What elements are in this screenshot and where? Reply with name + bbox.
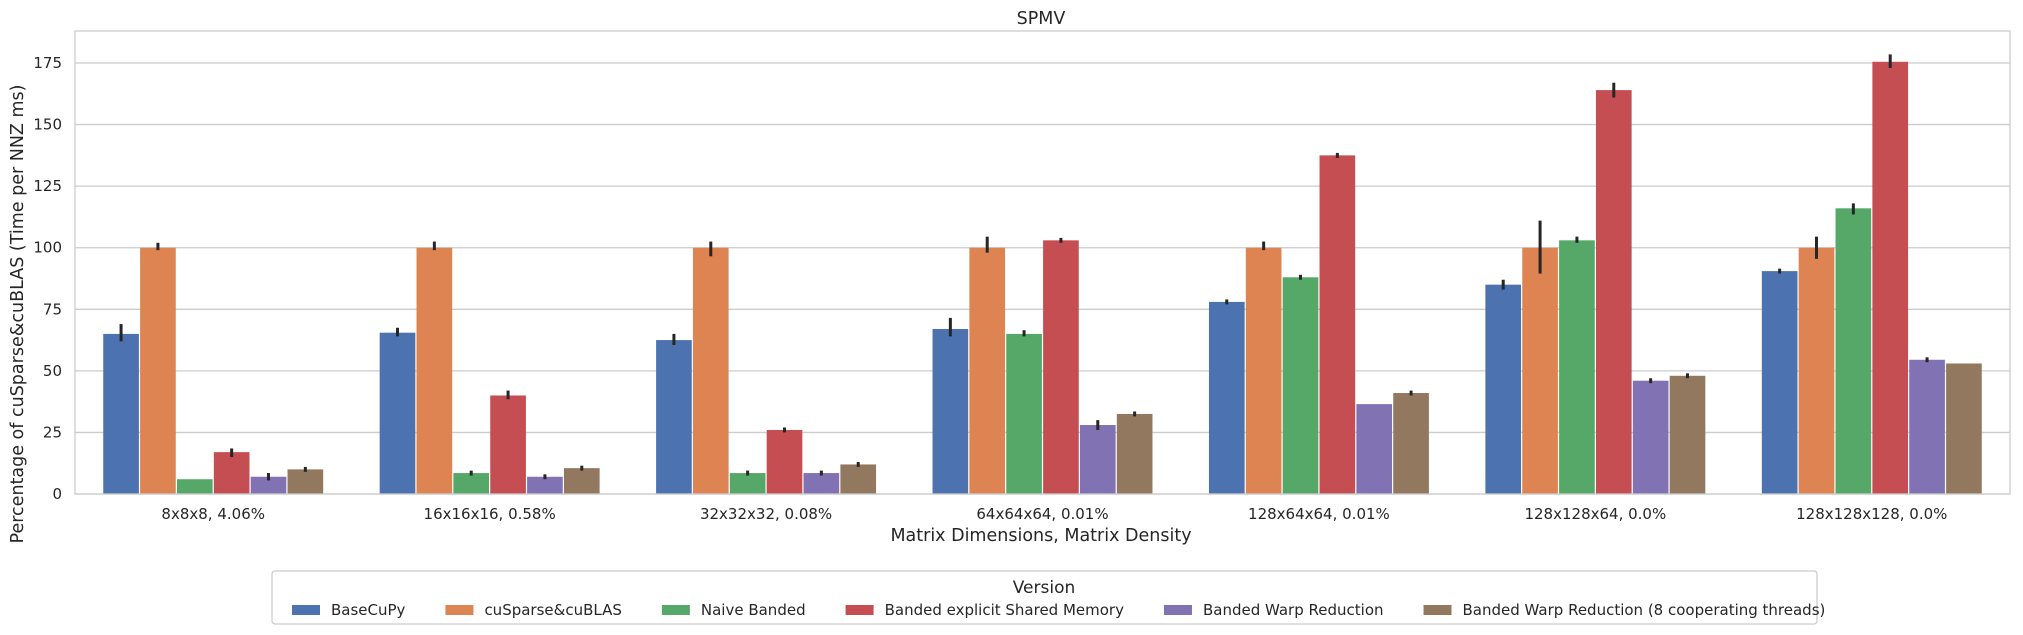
bar bbox=[563, 468, 600, 494]
legend: Version BaseCuPy cuSparse&cuBLAS Naive Ban… bbox=[271, 570, 1825, 625]
bar bbox=[250, 476, 287, 494]
bar bbox=[527, 476, 563, 494]
bar bbox=[103, 333, 139, 494]
bar bbox=[1043, 240, 1079, 494]
bar bbox=[969, 247, 1006, 494]
bar bbox=[1116, 413, 1153, 494]
bar bbox=[1522, 247, 1558, 494]
bar bbox=[1006, 333, 1042, 494]
bar bbox=[729, 473, 766, 494]
bar bbox=[1282, 277, 1319, 494]
y-tick-label: 175 bbox=[33, 54, 62, 72]
x-tick-label: 64x64x64, 0.01% bbox=[976, 505, 1108, 523]
bar bbox=[1872, 61, 1909, 494]
x-tick-label: 32x32x32, 0.08% bbox=[700, 505, 832, 523]
legend-title: Version bbox=[1013, 578, 1076, 598]
bar bbox=[840, 464, 877, 494]
bar bbox=[1245, 247, 1282, 494]
plot-frame bbox=[74, 30, 2011, 495]
bar bbox=[176, 479, 213, 494]
bar bbox=[656, 340, 692, 494]
legend-label: Banded explicit Shared Memory bbox=[885, 601, 1124, 619]
bar bbox=[1909, 359, 1945, 494]
legend-label: Banded Warp Reduction bbox=[1203, 601, 1384, 619]
bar bbox=[1079, 425, 1116, 494]
bar bbox=[1669, 375, 1706, 494]
x-tick-label: 128x128x64, 0.0% bbox=[1524, 505, 1666, 523]
x-tick-label: 16x16x16, 0.58% bbox=[424, 505, 556, 523]
y-tick-label: 125 bbox=[33, 177, 62, 195]
error-bars bbox=[119, 54, 1929, 481]
bar bbox=[1485, 284, 1522, 494]
bar bbox=[1946, 363, 1982, 494]
y-tick-label: 50 bbox=[43, 362, 62, 380]
y-gridlines bbox=[75, 62, 2010, 495]
bar bbox=[416, 247, 453, 494]
bar bbox=[453, 473, 490, 494]
legend-label: Banded Warp Reduction (8 cooperating thr… bbox=[1463, 601, 1826, 619]
y-tick-label: 25 bbox=[43, 423, 62, 441]
bar bbox=[1208, 301, 1245, 494]
y-tick-label: 75 bbox=[43, 300, 62, 318]
x-tick-labels: 8x8x8, 4.06% 16x16x16, 0.58% 32x32x32, 0.0… bbox=[161, 505, 1947, 523]
bar bbox=[140, 247, 176, 494]
x-axis-label: Matrix Dimensions, Matrix Density bbox=[890, 526, 1191, 546]
x-tick-label: 8x8x8, 4.06% bbox=[161, 505, 265, 523]
bar bbox=[1319, 155, 1356, 494]
bar bbox=[1595, 90, 1632, 494]
y-tick-label: 0 bbox=[52, 485, 62, 503]
legend-label: Naive Banded bbox=[701, 601, 806, 619]
bar bbox=[379, 332, 416, 494]
chart-title: SPMV bbox=[1017, 9, 1066, 29]
legend-swatch bbox=[292, 605, 320, 615]
bar bbox=[803, 473, 840, 494]
bar bbox=[932, 328, 969, 494]
legend-label: BaseCuPy bbox=[331, 601, 406, 619]
legend-swatch bbox=[1163, 605, 1192, 615]
bar bbox=[213, 452, 250, 494]
legend-swatch bbox=[661, 605, 690, 615]
legend-swatch bbox=[1423, 605, 1452, 615]
bar bbox=[1393, 393, 1429, 494]
bar bbox=[1559, 240, 1595, 494]
bar bbox=[1835, 208, 1872, 494]
bar bbox=[1356, 404, 1393, 494]
bar bbox=[287, 469, 324, 494]
legend-swatch bbox=[445, 605, 474, 615]
legend-swatch bbox=[845, 605, 874, 615]
y-tick-labels: 0 25 50 75 100 125 150 175 bbox=[33, 54, 62, 503]
bar-series bbox=[103, 61, 1982, 494]
x-tick-label: 128x64x64, 0.01% bbox=[1248, 505, 1390, 523]
legend-label: cuSparse&cuBLAS bbox=[484, 601, 621, 619]
bar bbox=[692, 247, 729, 494]
bar bbox=[490, 395, 526, 494]
y-axis-label: Percentage of cuSparse&cuBLAS (Time per … bbox=[8, 85, 28, 544]
legend-items: BaseCuPy cuSparse&cuBLAS Naive Banded Bande… bbox=[292, 601, 1825, 619]
bar bbox=[1798, 247, 1835, 494]
x-tick-label: 128x128x128, 0.0% bbox=[1796, 505, 1947, 523]
y-tick-label: 150 bbox=[33, 116, 62, 134]
bar bbox=[766, 429, 803, 494]
bar bbox=[1632, 380, 1669, 494]
bar bbox=[1761, 271, 1798, 494]
y-tick-label: 100 bbox=[33, 239, 62, 257]
